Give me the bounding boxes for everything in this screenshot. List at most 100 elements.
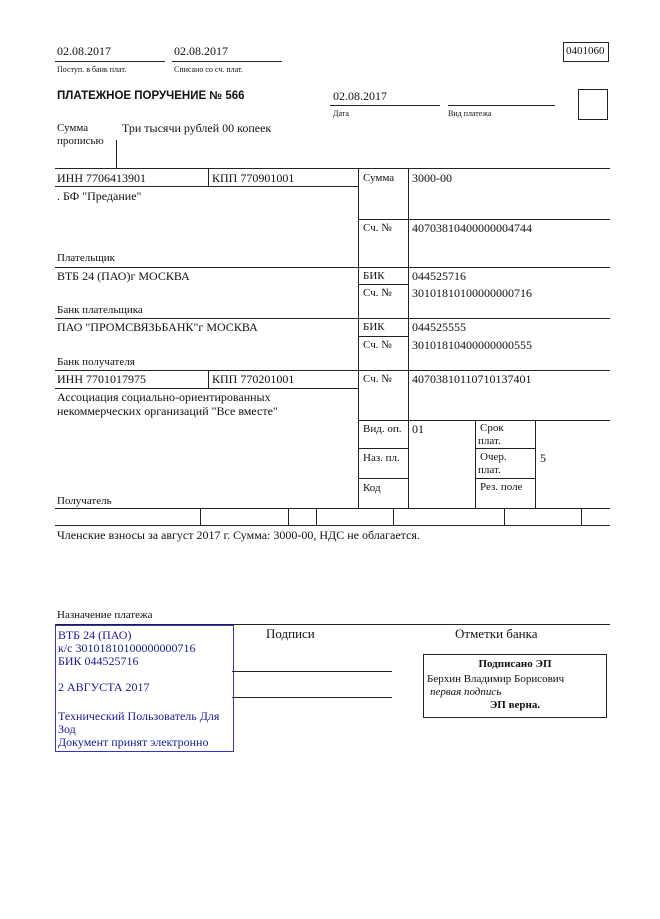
code-label: Код: [363, 482, 381, 494]
payer-bank-bik: 044525716: [412, 269, 466, 283]
divider: [208, 370, 209, 388]
stamp-user: Зод: [58, 722, 76, 736]
payee-bank-account: 30101810400000000555: [412, 338, 532, 352]
payer-label: Плательщик: [57, 252, 115, 264]
divider: [55, 61, 165, 62]
payer-bank-account: 30101810100000000716: [412, 286, 532, 300]
divider: [358, 168, 359, 508]
divider: [316, 508, 317, 525]
amount-words: Три тысячи рублей 00 копеек: [122, 121, 272, 135]
amount-words-label: прописью: [57, 135, 104, 147]
payee-kpp: КПП 770201001: [212, 372, 295, 386]
sum-label: Сумма: [363, 172, 395, 184]
ep-signer: Берхин Владимир Борисович: [427, 673, 565, 685]
divider: [393, 508, 394, 525]
priority-label: Очер.: [480, 451, 507, 463]
divider: [288, 508, 289, 525]
divider: [55, 388, 358, 389]
term-label: плат.: [478, 435, 501, 447]
divider: [55, 370, 610, 371]
stamp-bank: ВТБ 24 (ПАО): [58, 628, 132, 642]
received-label: Поступ. в банк плат.: [57, 65, 127, 74]
priority-label: плат.: [478, 464, 501, 476]
op-type-label: Вид. оп.: [363, 423, 402, 435]
divider: [200, 508, 201, 525]
divider: [330, 105, 440, 106]
ep-title: Подписано ЭП: [478, 658, 552, 670]
payee-account-label: Сч. №: [363, 373, 392, 385]
divider: [358, 219, 610, 220]
ep-signature-stamp: Подписано ЭП Берхин Владимир Борисович п…: [423, 654, 607, 718]
debited-date: 02.08.2017: [174, 44, 228, 58]
payee-name: некоммерческих организаций "Все вместе": [57, 404, 278, 418]
priority: 5: [540, 451, 546, 465]
stamp-corr-account: к/с 30101810100000000716: [58, 641, 196, 655]
divider: [358, 478, 408, 479]
payer-bank-bik-label: БИК: [363, 270, 385, 282]
divider: [172, 61, 282, 62]
payer-kpp: КПП 770901001: [212, 171, 295, 185]
divider: [408, 168, 409, 508]
divider: [55, 525, 610, 526]
ep-role: первая подпись: [430, 686, 502, 698]
divider: [358, 336, 408, 337]
received-date: 02.08.2017: [57, 44, 111, 58]
amount-words-label: Сумма: [57, 122, 89, 134]
payer-account: 40703810400000004744: [412, 221, 532, 235]
form-code: 0401060: [566, 45, 605, 57]
divider: [581, 508, 582, 525]
payer-bank-name: ВТБ 24 (ПАО)г МОСКВА: [57, 269, 190, 283]
divider: [475, 420, 476, 508]
term-label: Срок: [480, 422, 504, 434]
payee-bank-label: Банк получателя: [57, 356, 135, 368]
payer-name: . БФ "Предание": [57, 189, 142, 203]
stamp-bik: БИК 044525716: [58, 654, 139, 668]
divider: [535, 420, 536, 508]
payee-bank-name: ПАО "ПРОМСВЯЗЬБАНК"г МОСКВА: [57, 320, 258, 334]
divider: [475, 448, 535, 449]
purpose-text: Членские взносы за август 2017 г. Сумма:…: [57, 528, 420, 542]
divider: [55, 168, 610, 169]
page-title: ПЛАТЕЖНОЕ ПОРУЧЕНИЕ № 566: [57, 90, 245, 102]
payment-type-label: Вид платежа: [448, 109, 492, 118]
purpose-code-label: Наз. пл.: [363, 452, 400, 464]
payee-bank-bik-label: БИК: [363, 321, 385, 333]
divider: [55, 624, 610, 625]
payee-label: Получатель: [57, 495, 112, 507]
stamp-accepted: Документ принят электронно: [58, 735, 209, 749]
signature-line: [232, 697, 392, 698]
reserved-label: Рез. поле: [480, 481, 523, 493]
divider: [475, 478, 535, 479]
divider: [448, 105, 555, 106]
payee-name: Ассоциация социально-ориентированных: [57, 390, 271, 404]
signature-line: [232, 671, 392, 672]
sum-value: 3000-00: [412, 171, 452, 185]
purpose-label: Назначение платежа: [57, 609, 153, 621]
stamp-date: 2 АВГУСТА 2017: [58, 680, 150, 694]
divider: [55, 508, 610, 509]
divider: [358, 284, 408, 285]
payer-bank-label: Банк плательщика: [57, 304, 143, 316]
order-date: 02.08.2017: [333, 89, 387, 103]
op-type: 01: [412, 422, 424, 436]
payer-inn: ИНН 7706413901: [57, 171, 146, 185]
payee-bank-bik: 044525555: [412, 320, 466, 334]
divider: [504, 508, 505, 525]
payment-type-box: [578, 89, 608, 120]
payee-inn: ИНН 7701017975: [57, 372, 146, 386]
divider: [55, 186, 358, 187]
divider: [55, 318, 610, 319]
bank-acceptance-stamp: ВТБ 24 (ПАО) к/с 30101810100000000716 БИ…: [55, 625, 234, 752]
ep-verified: ЭП верна.: [489, 699, 541, 711]
bank-marks-label: Отметки банка: [455, 626, 538, 641]
divider: [116, 140, 117, 168]
form-code-box: 0401060: [563, 42, 609, 62]
payer-account-label: Сч. №: [363, 222, 392, 234]
divider: [358, 420, 610, 421]
payer-bank-account-label: Сч. №: [363, 287, 392, 299]
debited-label: Списано со сч. плат.: [174, 65, 243, 74]
payee-account: 40703810110710137401: [412, 372, 532, 386]
divider: [55, 267, 610, 268]
divider: [358, 448, 408, 449]
